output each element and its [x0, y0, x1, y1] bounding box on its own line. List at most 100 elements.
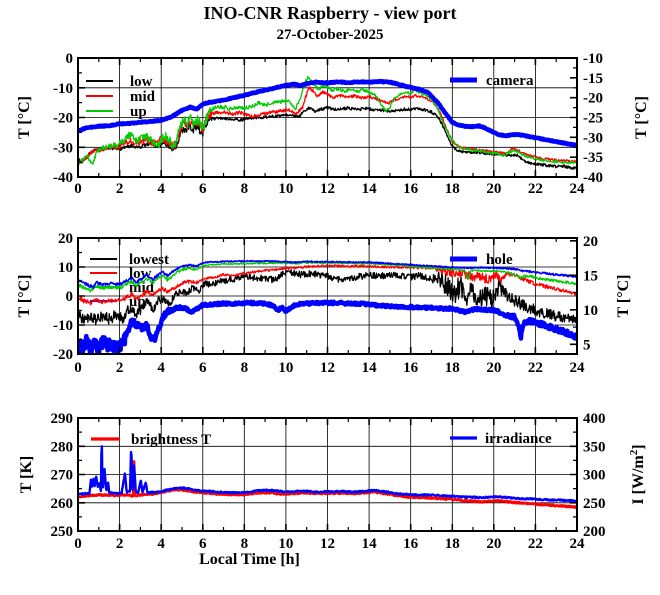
legend-label-brightness-T: brightness T — [131, 432, 211, 448]
x-tick-label: 0 — [74, 360, 82, 376]
series-hole-line — [78, 299, 577, 354]
left-tick-label: -10 — [53, 81, 73, 97]
x-tick-label: 8 — [241, 360, 249, 376]
x-tick-label: 24 — [570, 181, 586, 197]
legend-top-right: camera — [450, 73, 534, 89]
gridlines — [78, 418, 577, 531]
x-tick-label: 20 — [486, 360, 501, 376]
right-tick-label: -15 — [583, 71, 603, 87]
x-tick-label: 10 — [278, 536, 293, 552]
right-tick-label: 20 — [583, 234, 598, 250]
major-ticks — [77, 417, 578, 532]
x-tick-label: 24 — [570, 536, 586, 552]
major-ticks — [77, 57, 578, 178]
page-subtitle: 27-October-2025 — [276, 27, 384, 43]
x-tick-label: 10 — [278, 360, 293, 376]
x-tick-label: 8 — [241, 536, 249, 552]
x-tick-label: 4 — [157, 181, 165, 197]
x-tick-label: 2 — [116, 181, 124, 197]
right-tick-label: 300 — [583, 468, 606, 484]
series-up-line — [78, 75, 577, 166]
x-tick-label: 18 — [445, 360, 460, 376]
left-tick-label: -40 — [53, 170, 73, 186]
x-tick-label: 20 — [486, 536, 501, 552]
left-tick-label: 250 — [51, 524, 74, 540]
x-tick-label: 4 — [157, 360, 165, 376]
x-tick-label: 6 — [199, 181, 207, 197]
left-axis-title: T [°C] — [16, 275, 33, 318]
x-tick-label: 4 — [157, 536, 165, 552]
x-tick-label: 20 — [486, 181, 501, 197]
right-axis-title: I [W/m2] — [628, 444, 647, 504]
left-tick-label: 0 — [66, 289, 74, 305]
page-title: INO-CNR Raspberry - view port — [203, 3, 457, 23]
left-tick-label: 260 — [51, 496, 74, 512]
right-axis-title: T [°C] — [615, 275, 632, 318]
series-lowest-line — [78, 269, 577, 326]
x-tick-label: 0 — [74, 536, 82, 552]
x-tick-label: 14 — [362, 181, 378, 197]
left-tick-label: 270 — [51, 468, 74, 484]
legend-top-left: brightness T — [91, 432, 211, 448]
x-axis-title: Local Time [h] — [199, 551, 300, 568]
x-tick-label: 6 — [199, 360, 207, 376]
x-tick-label: 12 — [320, 536, 335, 552]
right-tick-label: 350 — [583, 439, 606, 455]
x-tick-label: 8 — [241, 181, 249, 197]
legend-top-right: hole — [450, 252, 513, 268]
x-tick-label: 10 — [278, 181, 293, 197]
x-tick-label: 24 — [570, 360, 586, 376]
left-tick-label: 10 — [58, 260, 73, 276]
left-tick-label: 20 — [58, 231, 73, 247]
right-tick-label: 400 — [583, 411, 606, 427]
x-tick-label: 2 — [116, 360, 124, 376]
series-mid-line — [78, 261, 577, 293]
right-tick-label: 250 — [583, 496, 606, 512]
x-tick-label: 2 — [116, 536, 124, 552]
x-tick-label: 16 — [403, 536, 419, 552]
left-tick-label: 290 — [51, 411, 74, 427]
legend-label-irradiance: irradiance — [485, 431, 552, 447]
left-tick-label: 280 — [51, 439, 74, 455]
series-up-line — [78, 259, 577, 290]
x-tick-label: 14 — [362, 536, 378, 552]
right-tick-label: -10 — [583, 51, 603, 67]
right-tick-label: -20 — [583, 91, 603, 107]
right-tick-label: -30 — [583, 130, 603, 146]
x-tick-label: 12 — [320, 181, 335, 197]
right-tick-label: 200 — [583, 524, 606, 540]
left-tick-label: -10 — [53, 318, 73, 334]
left-tick-label: -30 — [53, 140, 73, 156]
minor-ticks — [78, 418, 577, 531]
x-tick-label: 18 — [445, 536, 460, 552]
right-tick-label: -25 — [583, 111, 603, 127]
minor-ticks — [78, 238, 577, 354]
x-tick-label: 22 — [528, 536, 543, 552]
major-ticks — [77, 237, 578, 355]
x-tick-label: 22 — [528, 360, 543, 376]
legend-label-up: up — [130, 104, 147, 120]
right-tick-label: 15 — [583, 268, 598, 284]
left-tick-label: 0 — [66, 51, 74, 67]
left-tick-label: -20 — [53, 347, 73, 363]
series-camera-line — [78, 78, 577, 148]
minor-ticks — [78, 58, 577, 177]
x-tick-label: 14 — [362, 360, 378, 376]
left-axis-title: T [°C] — [16, 96, 33, 139]
right-tick-label: 5 — [583, 337, 591, 353]
legend-top-right: irradiance — [450, 431, 552, 447]
left-tick-label: -20 — [53, 111, 73, 127]
legend-label-low: low — [130, 74, 153, 90]
right-axis-title: T [°C] — [633, 96, 650, 139]
x-tick-label: 0 — [74, 181, 82, 197]
right-tick-label: 10 — [583, 303, 598, 319]
series-irradiance-line — [78, 445, 577, 503]
legend-label-lowest: lowest — [129, 252, 169, 268]
x-tick-label: 16 — [403, 181, 419, 197]
x-tick-label: 12 — [320, 360, 335, 376]
